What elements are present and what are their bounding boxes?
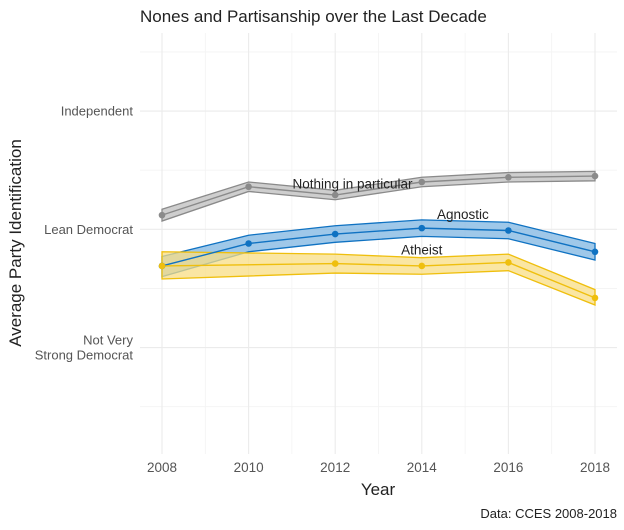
- atheist-label: Atheist: [401, 243, 443, 258]
- agnostic-point: [331, 230, 339, 238]
- x-tick-label: 2012: [320, 460, 350, 475]
- x-tick-label: 2018: [580, 460, 610, 475]
- agnostic-label: Agnostic: [437, 207, 489, 222]
- nothing-in-particular-point: [418, 178, 426, 186]
- atheist-point: [158, 262, 166, 270]
- x-tick-label: 2010: [234, 460, 264, 475]
- y-tick-label: Lean Democrat: [44, 222, 133, 237]
- y-tick-label: Not Very Strong Democrat: [35, 333, 134, 363]
- nothing-in-particular-line: [161, 175, 596, 216]
- chart-title: Nones and Partisanship over the Last Dec…: [140, 7, 487, 26]
- nothing-in-particular-label: Nothing in particular: [292, 176, 413, 191]
- agnostic-point: [505, 227, 512, 234]
- x-tick-labels: 2008 2010 2012 2014 2016 2018: [147, 460, 610, 475]
- agnostic-point: [591, 248, 599, 256]
- agnostic-point: [245, 240, 252, 247]
- x-axis-title: Year: [361, 480, 396, 499]
- y-tick-labels: Not Very Strong Democrat Lean Democrat Inde…: [35, 104, 134, 363]
- atheist-point: [505, 259, 512, 266]
- nothing-in-particular-point: [245, 183, 252, 191]
- atheist-point: [418, 262, 426, 270]
- y-axis-title: Average Party Identification: [6, 139, 25, 347]
- agnostic-line: [161, 227, 596, 267]
- nothing-in-particular-point: [158, 211, 166, 219]
- nothing-in-particular-point: [591, 172, 599, 180]
- x-tick-label: 2008: [147, 460, 177, 475]
- nothing-in-particular-point: [331, 191, 339, 199]
- series-points: [158, 172, 599, 302]
- nothing-in-particular-point: [505, 173, 512, 181]
- agnostic-point: [418, 224, 426, 232]
- atheist-point: [591, 294, 599, 302]
- atheist-point: [331, 260, 339, 267]
- chart-caption: Data: CCES 2008-2018: [480, 506, 617, 521]
- agnostic-band: [161, 219, 596, 278]
- x-tick-label: 2016: [493, 460, 523, 475]
- x-tick-label: 2014: [407, 460, 438, 475]
- y-tick-label: Independent: [61, 104, 134, 119]
- series-labels: Nothing in particular Agnostic Atheist: [292, 176, 489, 257]
